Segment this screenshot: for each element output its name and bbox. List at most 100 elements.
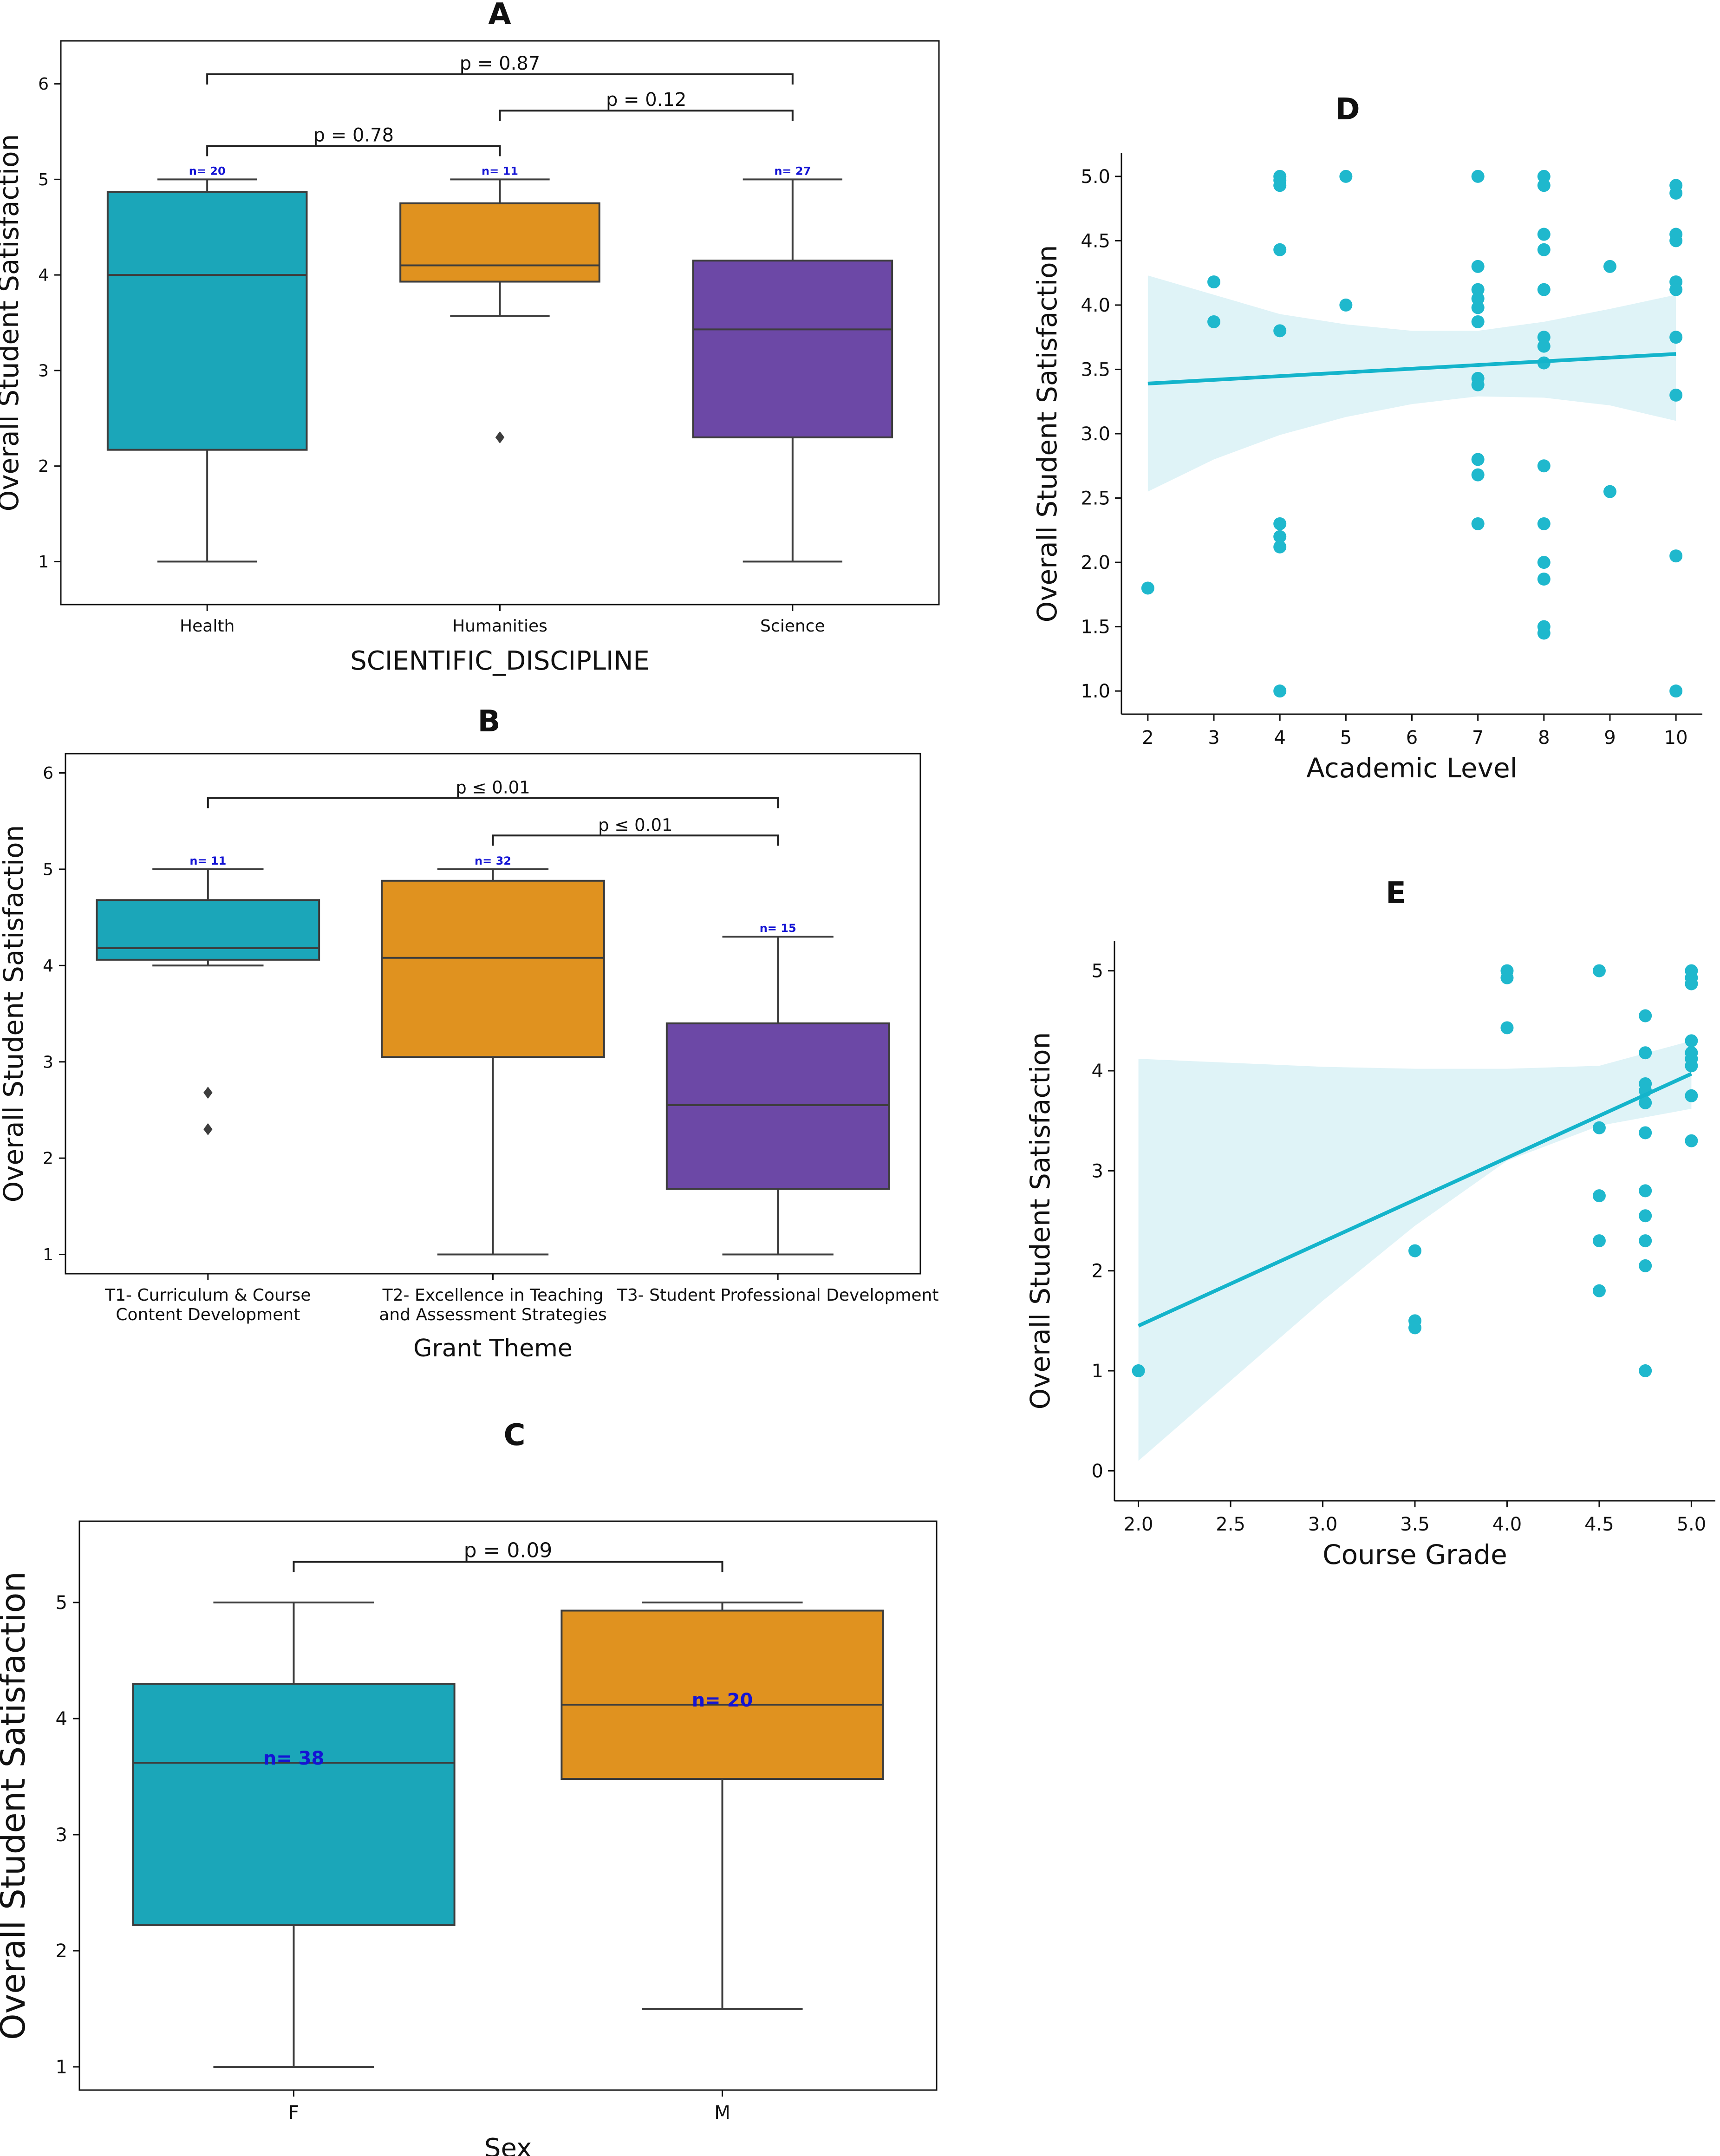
x-tick-label: Humanities (452, 617, 547, 636)
data-point (1685, 1089, 1698, 1102)
y-tick-label: 1 (38, 553, 49, 572)
x-tick-label: 10 (1664, 727, 1688, 749)
y-tick-label: 3 (43, 1053, 53, 1072)
x-axis-label: Grant Theme (413, 1335, 573, 1362)
box-body (132, 1683, 456, 1926)
data-point (1639, 1096, 1652, 1109)
y-tick-label: 3.5 (1081, 359, 1110, 380)
axes-frame (78, 1520, 938, 2091)
box-2: n= 11 (399, 164, 600, 443)
x-tick-label: 6 (1406, 727, 1418, 749)
y-tick-label: 1.0 (1081, 681, 1110, 702)
data-point (1685, 1059, 1698, 1073)
x-tick-label: T2- Excellence in Teaching (382, 1286, 604, 1305)
x-tick-label: 3.0 (1308, 1514, 1338, 1535)
y-axis-label: Overall Student Satisfaction (1031, 245, 1063, 623)
data-point (1471, 378, 1485, 391)
data-point (1669, 331, 1683, 344)
y-tick-label: 5 (43, 860, 53, 879)
panel-title: A (488, 0, 511, 32)
panel-a: A 1 2 3 4 5 6 Overall Student Satisfaction n= 20… (0, 0, 940, 676)
p-value-label: p = 0.78 (313, 124, 394, 146)
y-tick-label: 4.5 (1081, 230, 1110, 252)
data-point (1500, 971, 1514, 984)
outlier-point (203, 1123, 213, 1135)
data-point (1592, 1234, 1606, 1248)
confidence-band (1147, 275, 1676, 492)
data-point (1273, 517, 1287, 530)
x-tick-label: 2 (1142, 727, 1153, 749)
n-label: n= 11 (482, 164, 518, 177)
y-tick-label: 1.5 (1081, 617, 1110, 638)
data-point (1669, 283, 1683, 296)
data-point (1273, 530, 1287, 543)
y-tick-label: 3 (1092, 1160, 1103, 1182)
box-1: n= 38 (132, 1602, 456, 2068)
panel-title: B (478, 704, 501, 739)
data-point (1685, 977, 1698, 990)
data-point (1273, 243, 1287, 256)
x-axis-label: Sex (484, 2133, 532, 2156)
x-tick-label: 4.5 (1584, 1514, 1614, 1535)
y-tick-label: 5 (56, 1592, 67, 1614)
data-point (1471, 468, 1485, 482)
x-tick-label: T3- Student Professional Development (617, 1286, 939, 1305)
p-value-label: p ≤ 0.01 (598, 815, 672, 835)
x-tick-label: F (288, 2102, 299, 2123)
x-tick-label: 5 (1340, 727, 1352, 749)
data-point (1537, 459, 1551, 473)
data-point (1408, 1321, 1421, 1335)
data-point (1669, 186, 1683, 200)
data-point (1207, 315, 1221, 328)
y-tick-label: 2 (1092, 1261, 1103, 1282)
data-point (1537, 517, 1551, 530)
regression-line (1147, 352, 1676, 385)
x-tick-label: T1- Curriculum & Course (104, 1286, 311, 1305)
significance-bracket (206, 73, 794, 85)
panel-e: E 0 1 2 3 4 5 2.0 2.5 3.0 3.5 4.0 4.5 5.0 Course Grade… (1024, 876, 1715, 1570)
n-label: n= 20 (692, 1690, 753, 1711)
data-point (1639, 1364, 1652, 1378)
data-point (1273, 540, 1287, 554)
data-point (1603, 260, 1616, 273)
box-body (399, 202, 600, 283)
panel-b: B 1 2 3 4 5 6 Overall Student Satisfaction n= 11… (0, 704, 938, 1362)
x-tick-label: 3.5 (1400, 1514, 1430, 1535)
data-point (1537, 243, 1551, 256)
data-point (1471, 169, 1485, 183)
data-point (1471, 517, 1485, 530)
data-point (1669, 549, 1683, 563)
n-label: n= 27 (774, 164, 811, 177)
y-tick-label: 4.0 (1081, 295, 1110, 316)
y-tick-label: 2 (56, 1941, 67, 1962)
data-point (1500, 1021, 1514, 1035)
data-point (1132, 1364, 1145, 1378)
data-point (1537, 573, 1551, 586)
x-tick-label: and Assessment Strategies (379, 1305, 606, 1324)
data-point (1639, 1009, 1652, 1023)
significance-bracket (207, 797, 779, 808)
data-point (1639, 1234, 1652, 1248)
data-point (1669, 388, 1683, 402)
panel-title: E (1386, 876, 1406, 911)
data-point (1273, 324, 1287, 338)
y-tick-label: 2 (43, 1149, 53, 1168)
data-point (1537, 556, 1551, 569)
data-point (1471, 301, 1485, 314)
y-tick-label: 4 (38, 266, 49, 285)
box-body (665, 1022, 890, 1190)
y-tick-label: 5 (38, 170, 49, 189)
data-point (1592, 1121, 1606, 1134)
data-point (1639, 1046, 1652, 1060)
data-point (1471, 315, 1485, 328)
n-label: n= 38 (263, 1748, 325, 1769)
y-tick-label: 3 (38, 361, 49, 380)
x-tick-label: 2.5 (1216, 1514, 1245, 1535)
x-tick-label: Health (180, 617, 235, 636)
y-tick-label: 3.0 (1081, 423, 1110, 445)
y-tick-label: 0 (1092, 1460, 1103, 1482)
n-label: n= 15 (760, 922, 796, 935)
data-point (1669, 684, 1683, 698)
data-point (1603, 485, 1616, 498)
n-label: n= 20 (189, 164, 226, 177)
